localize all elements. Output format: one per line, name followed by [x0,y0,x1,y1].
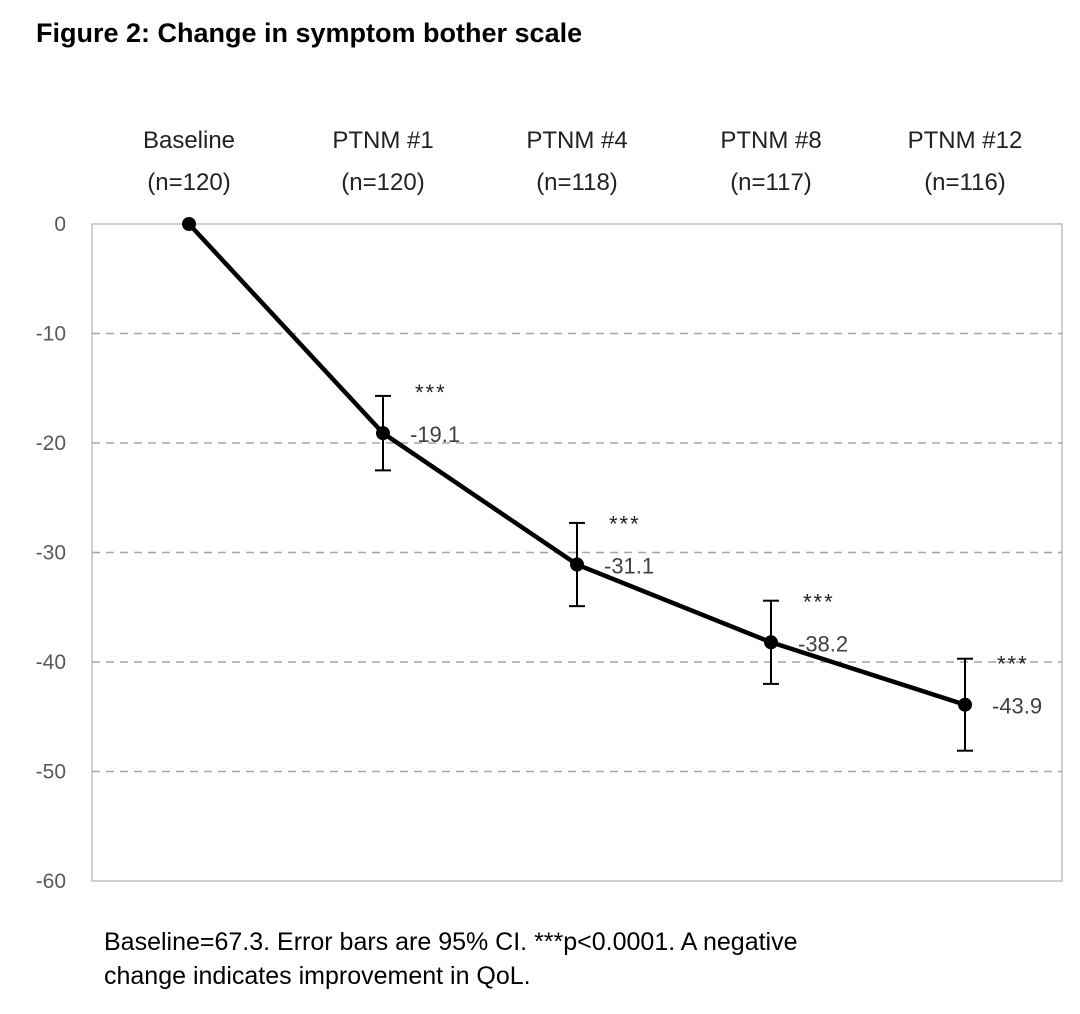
y-tick-label: -60 [36,870,66,893]
x-category-label: PTNM #4 [526,127,627,154]
x-category-label: PTNM #1 [332,127,433,154]
x-category-n-label: (n=120) [341,169,424,196]
data-label: -38.2 [798,631,848,656]
figure-title: Figure 2: Change in symptom bother scale [36,18,583,48]
significance-label: *** [997,652,1029,677]
data-label: -19.1 [410,422,460,447]
y-tick-label: -10 [36,323,66,346]
y-tick-label: -40 [36,651,66,674]
figure-caption: Baseline=67.3. Error bars are 95% CI. **… [104,925,1024,993]
x-category-n-label: (n=118) [536,169,618,196]
data-point [182,217,196,231]
data-point [376,426,390,441]
x-category-n-label: (n=116) [924,169,1006,196]
line-chart: 0 -10 -20 -30 -40 -50 -60 Baseline (n=120) PTNM #… [36,127,1063,893]
y-tick-label: -50 [36,761,66,784]
x-category-n-label: (n=120) [147,169,230,196]
significance-label: *** [609,512,641,537]
y-tick-label: -20 [36,432,66,455]
y-tick-label: -30 [36,542,66,565]
caption-line-2: change indicates improvement in QoL. [104,962,531,990]
caption-line-1: Baseline=67.3. Error bars are 95% CI. **… [104,928,798,956]
series-line [187,222,966,707]
data-label: -31.1 [604,554,654,579]
data-point [764,635,778,650]
y-tick-label: 0 [54,213,66,236]
x-category-label: PTNM #12 [908,127,1023,154]
data-point [958,697,972,712]
x-category-n-label: (n=117) [730,169,812,196]
significance-label: *** [803,589,835,614]
significance-label: *** [415,380,447,405]
data-point [570,557,584,572]
data-label: -43.9 [992,694,1042,719]
x-category-label: Baseline [143,127,235,154]
x-category-label: PTNM #8 [720,127,821,154]
